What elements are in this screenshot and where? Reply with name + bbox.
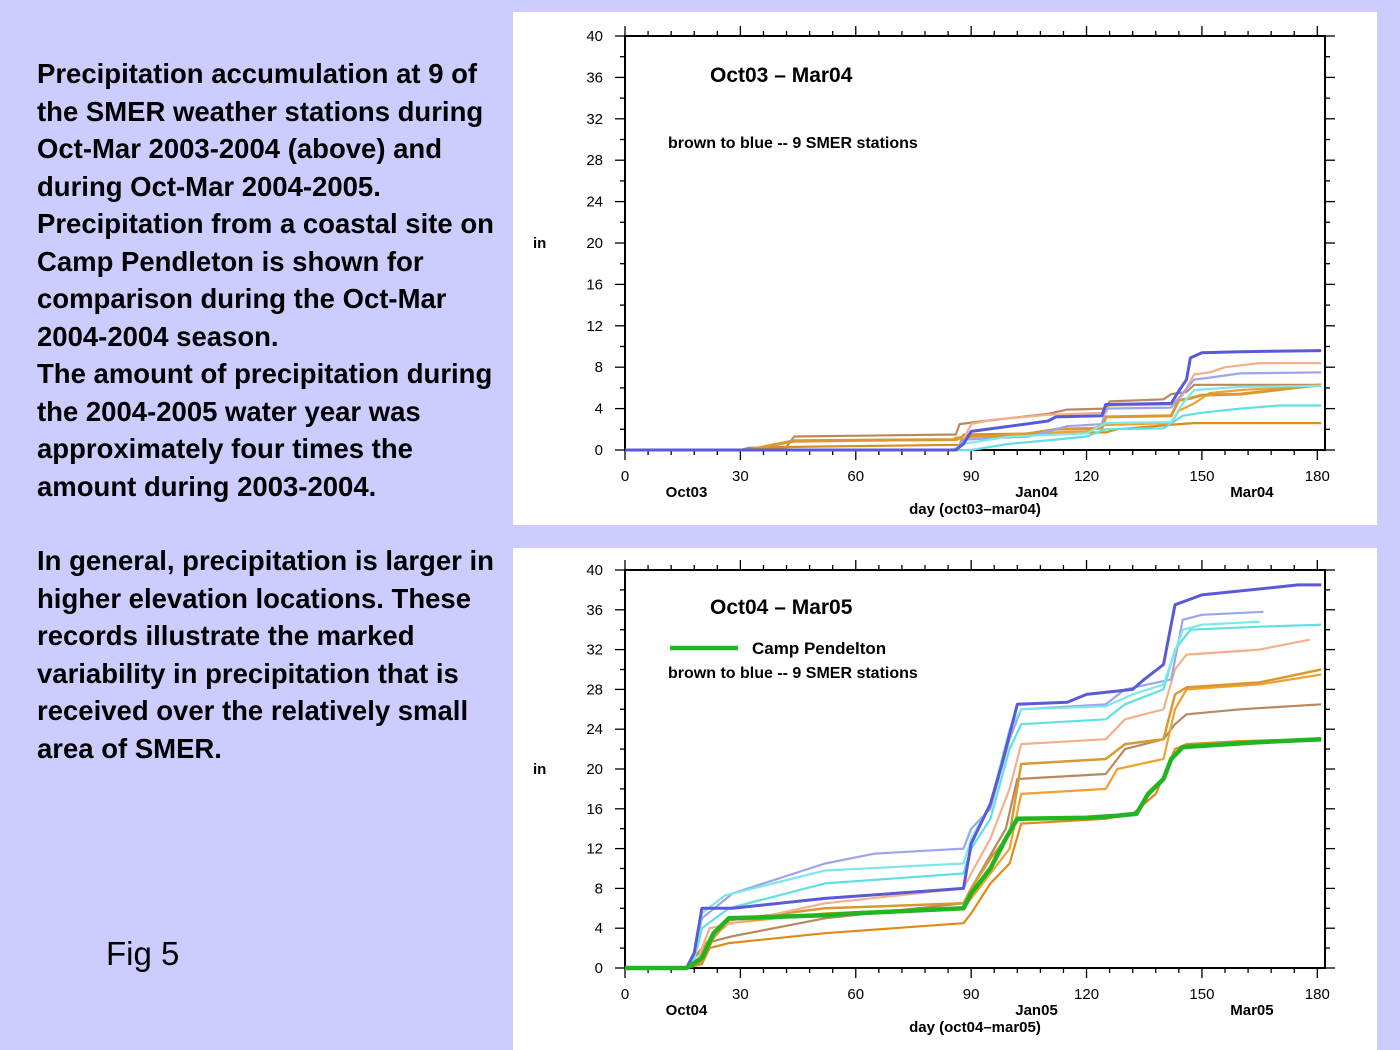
y-tick-label: 36 bbox=[586, 602, 603, 619]
series-line-2 bbox=[625, 738, 1322, 970]
x-tick-label: 120 bbox=[1074, 468, 1099, 485]
month-label: Jan04 bbox=[1015, 484, 1058, 501]
x-tick-label: 120 bbox=[1074, 986, 1099, 1003]
legend-label-camp-pendelton: Camp Pendelton bbox=[752, 639, 886, 658]
chart-title: Oct03 – Mar04 bbox=[710, 64, 853, 87]
series-line-9 bbox=[625, 349, 1322, 452]
y-tick-label: 36 bbox=[586, 69, 603, 86]
month-label: Oct04 bbox=[666, 1002, 708, 1019]
y-tick-label: 40 bbox=[586, 28, 603, 45]
y-tick-label: 16 bbox=[586, 276, 603, 293]
y-tick-label: 16 bbox=[586, 801, 603, 818]
caption-paragraph-2: The amount of precipitation during the 2… bbox=[37, 358, 493, 502]
chart-panel-bottom: 0 4 8 12 16 20 24 28 32 36 40 0 30 60 90 120 150 180 Oct04… bbox=[513, 548, 1377, 1050]
series-line-4 bbox=[625, 383, 1322, 452]
x-tick-label: 150 bbox=[1189, 468, 1214, 485]
chart-oct04-mar05: 0 4 8 12 16 20 24 28 32 36 40 0 30 60 90 120 150 180 Oct04… bbox=[533, 560, 1335, 1036]
x-tick-label: 180 bbox=[1305, 986, 1330, 1003]
month-label: Jan05 bbox=[1015, 1002, 1058, 1019]
y-tick-label: 20 bbox=[586, 235, 603, 252]
y-tick-label: 8 bbox=[595, 359, 603, 376]
y-tick-label: 8 bbox=[595, 880, 603, 897]
series-line-5 bbox=[625, 638, 1310, 970]
y-tick-label: 12 bbox=[586, 318, 603, 335]
x-tick-label: 0 bbox=[621, 986, 629, 1003]
month-label: Mar04 bbox=[1230, 484, 1274, 501]
y-axis-label: in bbox=[533, 761, 546, 778]
chart-oct03-mar04: 0 4 8 12 16 20 24 28 32 36 40 0 30 60 90 120 150 180 Oct03… bbox=[533, 26, 1335, 518]
y-tick-label: 4 bbox=[595, 920, 603, 937]
y-tick-label: 12 bbox=[586, 841, 603, 858]
month-label: Oct03 bbox=[666, 484, 708, 501]
y-tick-label: 24 bbox=[586, 194, 603, 211]
x-axis-label: day (oct03–mar04) bbox=[909, 501, 1041, 518]
caption-paragraph-3: In general, precipitation is larger in h… bbox=[37, 545, 494, 764]
x-axis-label: day (oct04–mar05) bbox=[909, 1019, 1041, 1036]
y-tick-label: 32 bbox=[586, 642, 603, 659]
chart-subtitle: brown to blue -- 9 SMER stations bbox=[668, 135, 918, 152]
y-tick-label: 28 bbox=[586, 152, 603, 169]
caption-paragraph-1: Precipitation accumulation at 9 of the S… bbox=[37, 58, 494, 352]
y-axis-label: in bbox=[533, 235, 546, 252]
y-tick-label: 0 bbox=[595, 442, 603, 459]
y-tick-label: 0 bbox=[595, 960, 603, 977]
series-line-3 bbox=[625, 673, 1322, 970]
y-tick-label: 20 bbox=[586, 761, 603, 778]
x-tick-label: 150 bbox=[1189, 986, 1214, 1003]
y-tick-label: 24 bbox=[586, 721, 603, 738]
y-tick-label: 4 bbox=[595, 401, 603, 418]
y-tick-label: 40 bbox=[586, 562, 603, 579]
month-label: Mar05 bbox=[1230, 1002, 1273, 1019]
y-tick-label: 32 bbox=[586, 111, 603, 128]
x-tick-label: 30 bbox=[732, 468, 749, 485]
x-tick-label: 0 bbox=[621, 468, 629, 485]
figure-label: Fig 5 bbox=[106, 935, 180, 972]
chart-panel-top: 0 4 8 12 16 20 24 28 32 36 40 0 30 60 90 120 150 180 Oct03… bbox=[513, 12, 1377, 525]
x-tick-label: 180 bbox=[1305, 468, 1330, 485]
caption-text: Precipitation accumulation at 9 of the S… bbox=[37, 55, 507, 767]
chart-subtitle: brown to blue -- 9 SMER stations bbox=[668, 665, 918, 682]
x-tick-label: 90 bbox=[963, 468, 980, 485]
series-line-7 bbox=[625, 404, 1322, 452]
y-tick-label: 28 bbox=[586, 681, 603, 698]
x-tick-label: 90 bbox=[963, 986, 980, 1003]
x-tick-label: 30 bbox=[732, 986, 749, 1003]
series-line-9 bbox=[625, 583, 1322, 970]
x-tick-label: 60 bbox=[847, 986, 864, 1003]
chart-title: Oct04 – Mar05 bbox=[710, 596, 853, 619]
series-line-10 bbox=[625, 736, 1322, 971]
x-tick-label: 60 bbox=[847, 468, 864, 485]
